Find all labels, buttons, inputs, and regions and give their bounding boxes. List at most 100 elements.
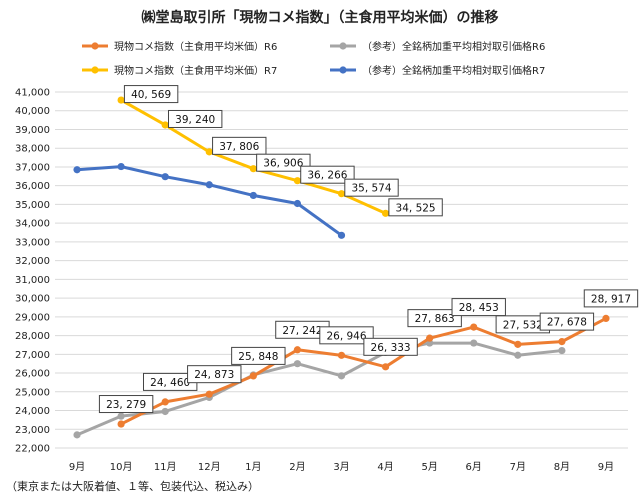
data-point bbox=[337, 190, 346, 198]
data-label-box bbox=[187, 365, 242, 384]
data-label: 27, 863 bbox=[415, 313, 455, 325]
data-label: 35, 574 bbox=[351, 183, 391, 195]
data-label: 26, 946 bbox=[326, 330, 366, 342]
data-point bbox=[117, 420, 125, 428]
data-label-box bbox=[407, 309, 462, 328]
data-label: 24, 873 bbox=[194, 369, 234, 381]
x-tick-label: 6月 bbox=[466, 461, 482, 473]
data-label: 34, 525 bbox=[396, 202, 436, 214]
data-point bbox=[381, 363, 390, 371]
data-label-box bbox=[451, 298, 506, 317]
data-point bbox=[249, 165, 257, 173]
data-point bbox=[117, 412, 125, 420]
data-point bbox=[558, 338, 566, 346]
data-point bbox=[293, 177, 302, 185]
legend-label: 現物コメ指数（主食用平均米価）R6 bbox=[114, 40, 277, 53]
data-label-box bbox=[539, 312, 595, 331]
data-labels: 23, 279 24, 460 24, 873 25, 848 27, 242 26, 9… bbox=[98, 85, 639, 414]
data-point bbox=[205, 390, 213, 398]
legend-swatch-marker bbox=[339, 66, 347, 74]
x-tick-label: 9月 bbox=[598, 461, 614, 473]
data-point bbox=[293, 199, 302, 208]
data-label: 28, 917 bbox=[591, 293, 631, 305]
data-label: 39, 240 bbox=[175, 114, 215, 126]
y-tick-label: 40,000 bbox=[15, 106, 50, 117]
data-point bbox=[293, 360, 302, 368]
x-tick-label: 9月 bbox=[69, 461, 85, 473]
data-label-box bbox=[583, 289, 639, 308]
data-label: 27, 532 bbox=[503, 319, 543, 331]
data-point bbox=[161, 398, 169, 406]
data-point bbox=[249, 191, 257, 200]
data-label: 23, 279 bbox=[106, 399, 146, 411]
legend-swatch-marker bbox=[91, 66, 99, 74]
x-tick-label: 5月 bbox=[421, 461, 437, 473]
y-tick-label: 26,000 bbox=[15, 369, 50, 380]
y-tick-label: 39,000 bbox=[15, 125, 50, 136]
data-point bbox=[337, 231, 346, 239]
y-tick-label: 33,000 bbox=[15, 237, 50, 248]
x-tick-label: 12月 bbox=[198, 461, 221, 473]
y-tick-label: 31,000 bbox=[15, 275, 50, 286]
data-label-box bbox=[231, 346, 286, 365]
data-point bbox=[73, 431, 81, 439]
legend-swatch-marker bbox=[339, 42, 347, 50]
data-point bbox=[514, 340, 522, 348]
y-tick-label: 32,000 bbox=[15, 256, 50, 267]
data-point bbox=[514, 351, 522, 359]
data-point bbox=[205, 148, 213, 156]
data-label: 36, 906 bbox=[263, 158, 303, 170]
data-point bbox=[117, 162, 125, 171]
y-tick-label: 35,000 bbox=[15, 200, 50, 211]
data-label: 37, 806 bbox=[219, 141, 259, 153]
chart-title: ㈱堂島取引所「現物コメ指数」（主食用平均米価）の推移 bbox=[142, 9, 499, 26]
x-tick-label: 10月 bbox=[110, 461, 133, 473]
data-point bbox=[426, 334, 434, 342]
data-label: 26, 333 bbox=[371, 342, 411, 354]
data-point bbox=[249, 372, 257, 380]
x-tick-label: 3月 bbox=[333, 461, 349, 473]
x-tick-label: 7月 bbox=[510, 461, 526, 473]
y-tick-label: 41,000 bbox=[15, 88, 50, 99]
data-point bbox=[161, 407, 169, 416]
x-tick-label: 2月 bbox=[289, 461, 305, 473]
x-tick-label: 4月 bbox=[377, 461, 393, 473]
y-axis: 22,000 23,000 24,000 25,000 26,000 27,000 28,0… bbox=[15, 88, 50, 455]
data-point bbox=[161, 173, 169, 181]
y-tick-label: 29,000 bbox=[15, 312, 50, 323]
data-point bbox=[381, 209, 390, 217]
data-point bbox=[205, 181, 213, 189]
y-tick-label: 36,000 bbox=[15, 181, 50, 192]
legend-label: （参考）全銘柄加重平均相対取引価格R6 bbox=[362, 40, 545, 53]
gridlines bbox=[55, 91, 628, 449]
data-label-box bbox=[256, 153, 311, 172]
legend-label: 現物コメ指数（主食用平均米価）R7 bbox=[114, 64, 277, 77]
data-label-box bbox=[344, 178, 399, 197]
data-point bbox=[470, 323, 478, 331]
y-tick-label: 25,000 bbox=[15, 387, 50, 398]
data-point bbox=[117, 96, 125, 104]
data-label: 40, 569 bbox=[131, 89, 171, 101]
y-tick-label: 28,000 bbox=[15, 331, 50, 342]
data-label-box bbox=[167, 109, 223, 128]
y-tick-label: 22,000 bbox=[15, 444, 50, 455]
data-label-box bbox=[363, 337, 418, 356]
data-point bbox=[337, 372, 346, 380]
data-point bbox=[602, 314, 610, 322]
series-line bbox=[120, 317, 607, 426]
series-layer bbox=[73, 96, 610, 439]
data-point bbox=[73, 166, 81, 174]
data-label: 28, 453 bbox=[459, 302, 499, 314]
data-label: 24, 460 bbox=[150, 377, 190, 389]
series-line bbox=[76, 341, 563, 437]
chart-footnote: （東京または大阪着値、１等、包装代込、税込み） bbox=[6, 479, 259, 493]
x-axis: 9月 10月 11月 12月 1月 2月 3月 4月 5月 6月 7月 8月 9月 bbox=[69, 461, 614, 473]
x-tick-label: 1月 bbox=[245, 461, 261, 473]
x-tick-label: 8月 bbox=[554, 461, 570, 473]
y-tick-label: 37,000 bbox=[15, 162, 50, 173]
data-point bbox=[470, 339, 478, 347]
data-label-box bbox=[300, 165, 355, 184]
legend: 現物コメ指数（主食用平均米価）R6 現物コメ指数（主食用平均米価）R7 （参考）全銘… bbox=[82, 40, 545, 77]
data-label: 27, 678 bbox=[547, 317, 587, 329]
